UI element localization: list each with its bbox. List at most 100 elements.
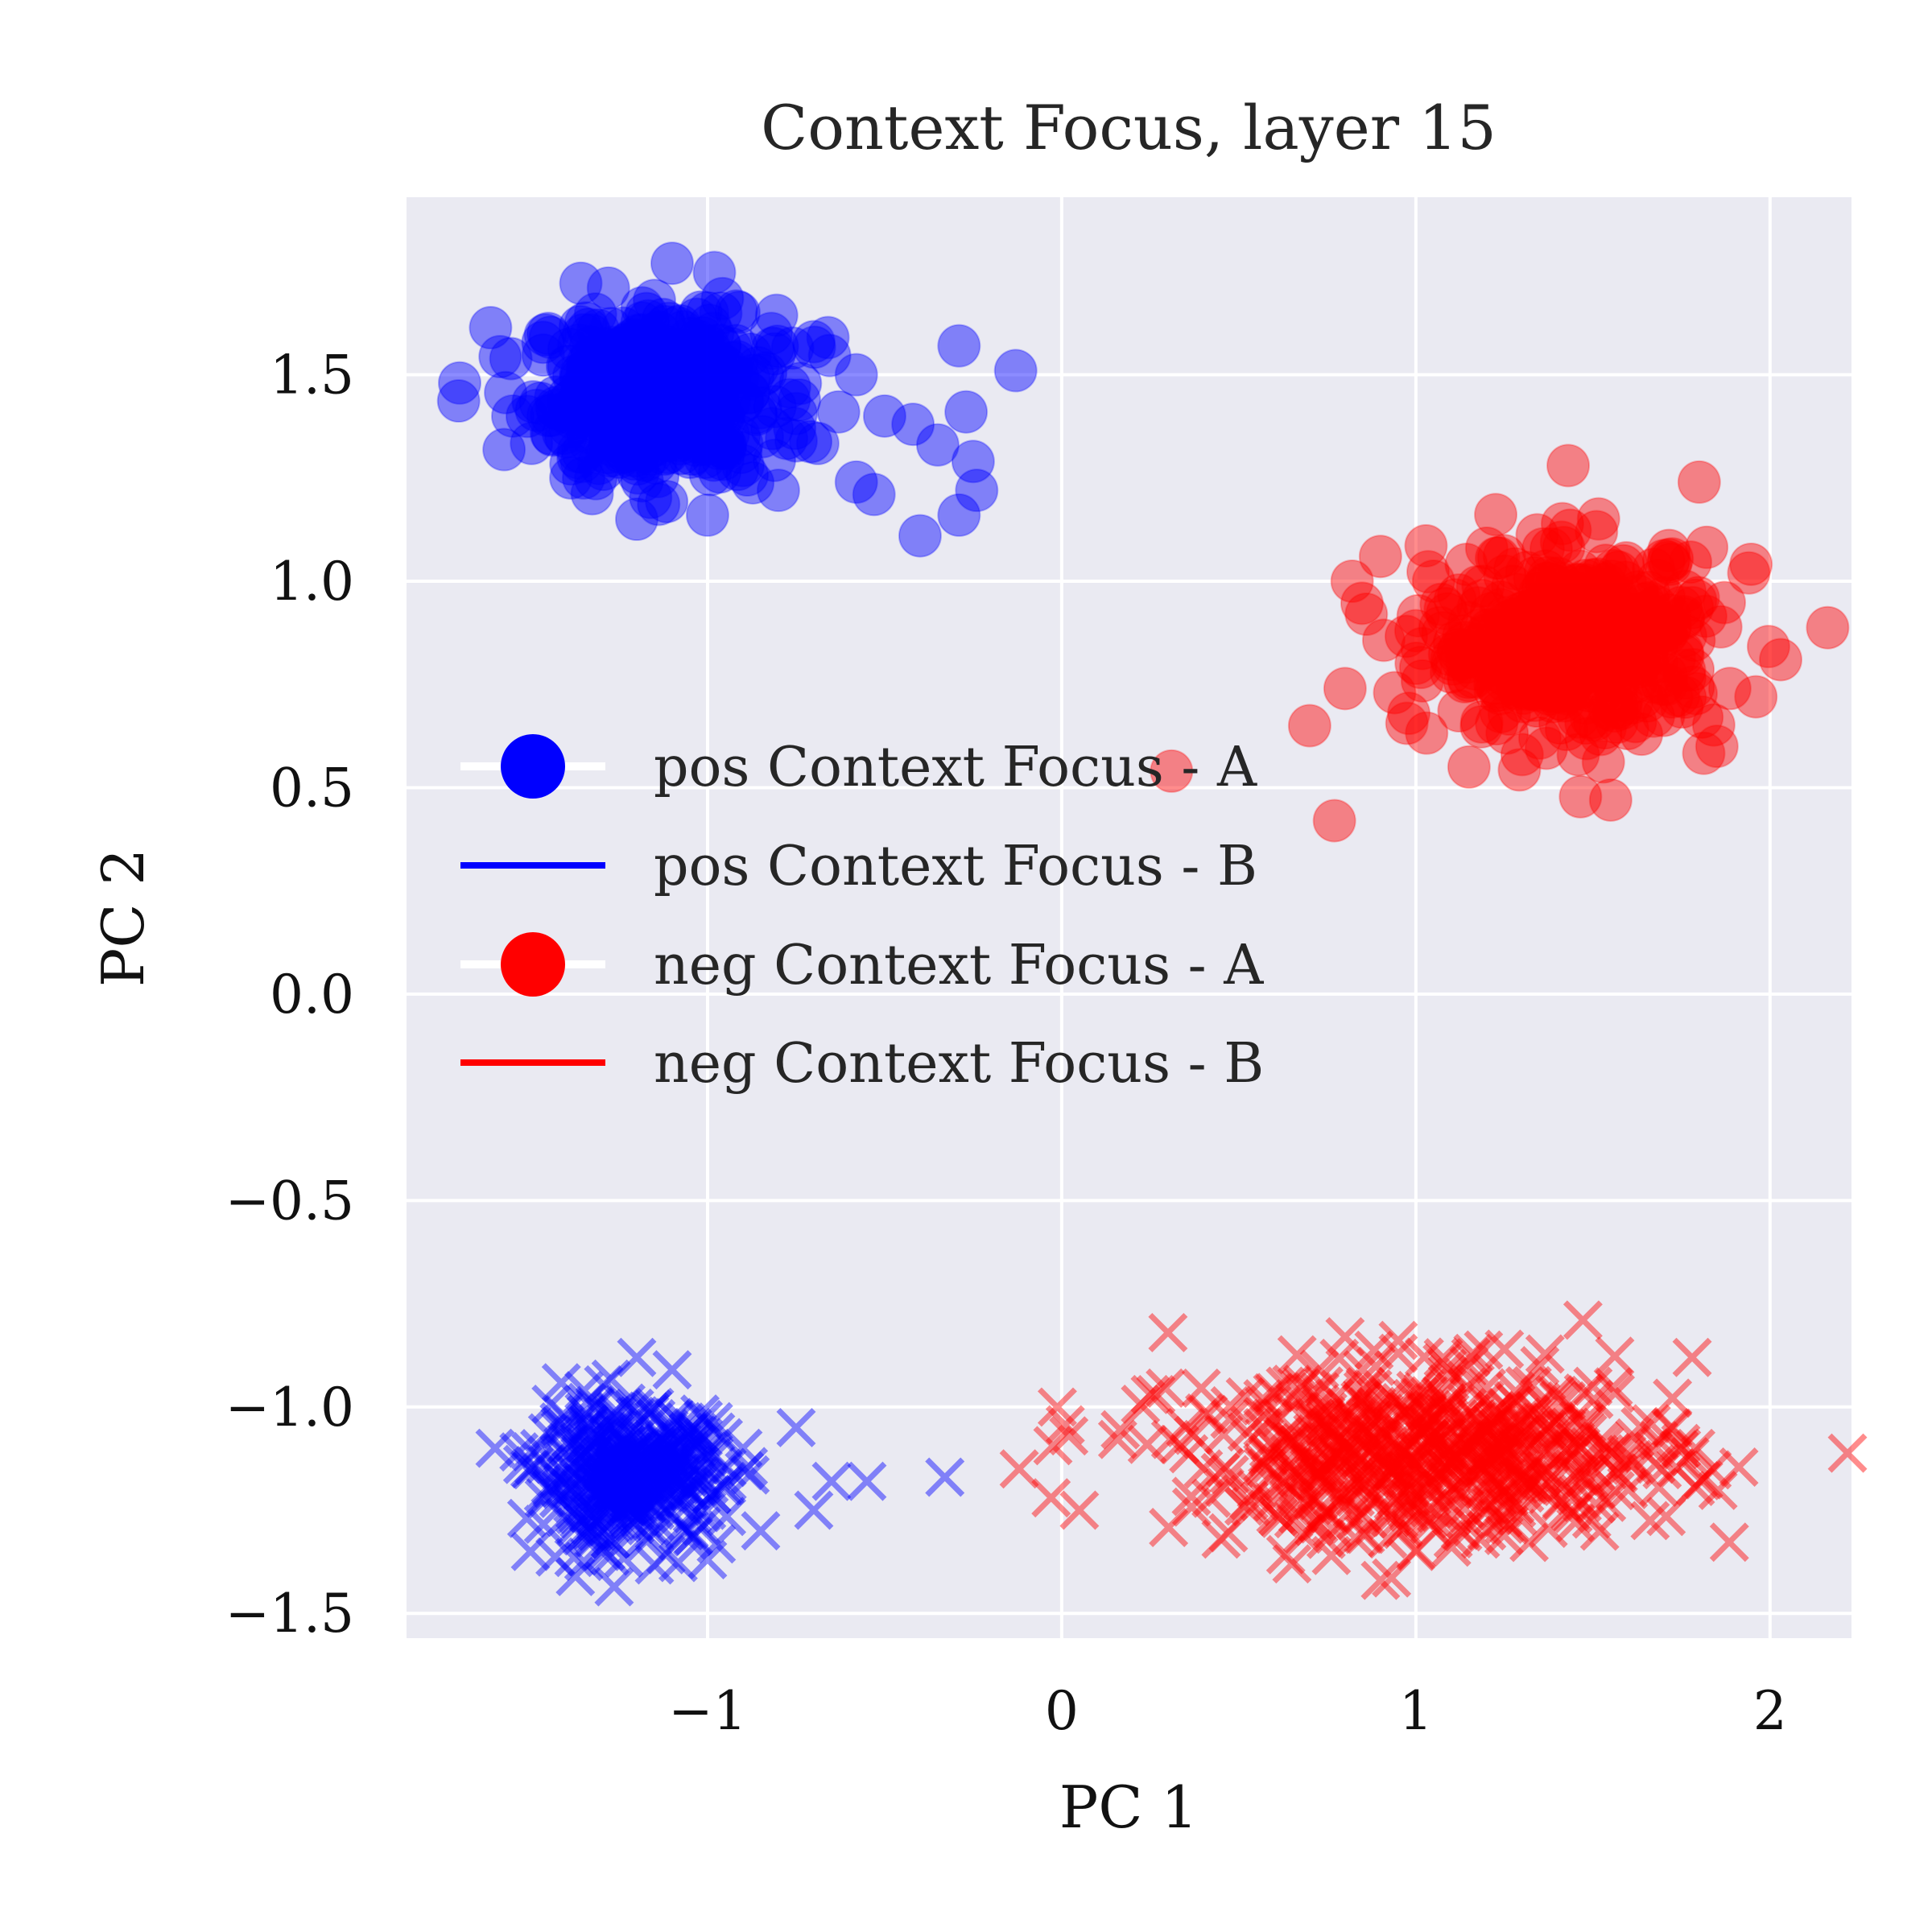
data-point-circle xyxy=(654,364,699,408)
data-point-x xyxy=(1286,1400,1326,1440)
data-point-circle xyxy=(1563,681,1608,725)
data-point-x xyxy=(653,1459,693,1499)
data-point-x xyxy=(1520,1458,1560,1498)
data-point-x xyxy=(1378,1320,1418,1360)
data-point-circle xyxy=(1530,591,1575,635)
data-point-circle xyxy=(1503,590,1547,634)
data-point-circle xyxy=(1657,674,1701,718)
data-point-circle xyxy=(1514,646,1558,691)
data-point-x xyxy=(1567,1404,1607,1444)
data-point-x xyxy=(1639,1468,1679,1508)
data-point-x xyxy=(1203,1414,1244,1455)
data-point-circle xyxy=(576,336,621,381)
data-point-circle xyxy=(1575,629,1620,673)
data-point-circle xyxy=(1514,684,1558,729)
data-point-x xyxy=(602,1442,642,1482)
data-point-x xyxy=(1443,1422,1484,1462)
data-point-circle xyxy=(1608,618,1653,663)
data-point-x xyxy=(1306,1408,1346,1448)
data-point-circle xyxy=(566,308,610,352)
data-point-circle xyxy=(1430,638,1474,682)
data-point-x xyxy=(610,1468,650,1509)
data-point-x xyxy=(1506,1463,1546,1503)
data-point-x xyxy=(618,1484,658,1525)
data-point-x xyxy=(1383,1508,1423,1548)
data-point-circle xyxy=(530,413,575,457)
data-point-x xyxy=(1149,1508,1189,1547)
data-point-x xyxy=(1425,1437,1465,1477)
data-point-circle xyxy=(1606,617,1650,662)
data-point-circle xyxy=(1587,687,1632,731)
data-point-circle xyxy=(696,388,740,432)
data-point-circle xyxy=(1586,618,1630,663)
data-point-x xyxy=(581,1448,621,1488)
data-point-circle xyxy=(646,431,690,475)
data-point-circle xyxy=(1558,579,1603,623)
data-point-circle xyxy=(612,416,656,460)
data-point-circle xyxy=(1564,716,1608,761)
data-point-circle xyxy=(1671,665,1715,709)
data-point-circle xyxy=(638,414,683,458)
data-point-x xyxy=(647,1434,687,1474)
data-point-circle xyxy=(658,344,703,388)
data-point-circle xyxy=(1734,675,1778,719)
data-point-circle xyxy=(469,306,513,350)
data-point-circle xyxy=(646,398,690,443)
data-point-x xyxy=(564,1447,605,1487)
data-point-circle xyxy=(1616,640,1661,684)
data-point-x xyxy=(1639,1421,1679,1461)
data-point-circle xyxy=(668,336,712,381)
data-point-circle xyxy=(1613,700,1657,744)
data-point-circle xyxy=(1600,614,1644,658)
data-point-circle xyxy=(1554,635,1599,679)
data-point-x xyxy=(620,1441,660,1481)
data-point-x xyxy=(694,1436,734,1476)
data-point-x xyxy=(1341,1383,1381,1423)
data-point-circle xyxy=(1487,692,1531,737)
data-point-x xyxy=(1449,1346,1489,1385)
data-point-circle xyxy=(629,362,673,407)
data-point-circle xyxy=(1525,561,1569,605)
data-point-circle xyxy=(625,427,669,471)
data-point-circle xyxy=(629,380,673,424)
data-point-x xyxy=(610,1465,650,1505)
data-point-circle xyxy=(691,312,735,356)
data-point-circle xyxy=(1430,642,1475,686)
data-point-circle xyxy=(707,360,751,404)
data-point-circle xyxy=(1559,642,1604,686)
data-point-x xyxy=(617,1337,657,1377)
data-point-x xyxy=(1536,1402,1576,1443)
data-point-circle xyxy=(484,370,528,415)
data-point-circle xyxy=(659,385,704,429)
data-point-x xyxy=(1031,1478,1071,1518)
data-point-x xyxy=(1427,1355,1468,1394)
data-point-x xyxy=(1258,1431,1298,1472)
data-point-x xyxy=(590,1519,630,1559)
data-point-circle xyxy=(1590,584,1634,629)
data-point-circle xyxy=(755,324,799,369)
data-point-circle xyxy=(690,378,734,423)
data-point-circle xyxy=(1624,679,1669,723)
data-point-circle xyxy=(550,392,594,436)
data-point-x xyxy=(564,1370,604,1410)
data-point-circle xyxy=(1453,646,1497,691)
data-point-x xyxy=(1272,1364,1312,1405)
data-point-circle xyxy=(773,407,817,451)
data-point-circle xyxy=(720,380,765,424)
data-point-circle xyxy=(658,402,702,447)
data-point-circle xyxy=(1557,643,1601,687)
data-point-circle xyxy=(609,322,653,366)
data-point-x xyxy=(595,1448,635,1488)
data-point-circle xyxy=(588,349,632,394)
data-point-x xyxy=(541,1363,581,1403)
data-point-circle xyxy=(1583,543,1628,588)
data-point-x xyxy=(691,1475,732,1515)
data-point-x xyxy=(520,1429,560,1468)
data-point-x xyxy=(621,1491,661,1531)
data-point-x xyxy=(605,1435,646,1476)
data-point-circle xyxy=(1443,621,1487,665)
data-point-x xyxy=(618,1476,658,1517)
data-point-circle xyxy=(1583,562,1628,606)
data-point-circle xyxy=(741,353,785,397)
data-point-circle xyxy=(1590,656,1634,700)
